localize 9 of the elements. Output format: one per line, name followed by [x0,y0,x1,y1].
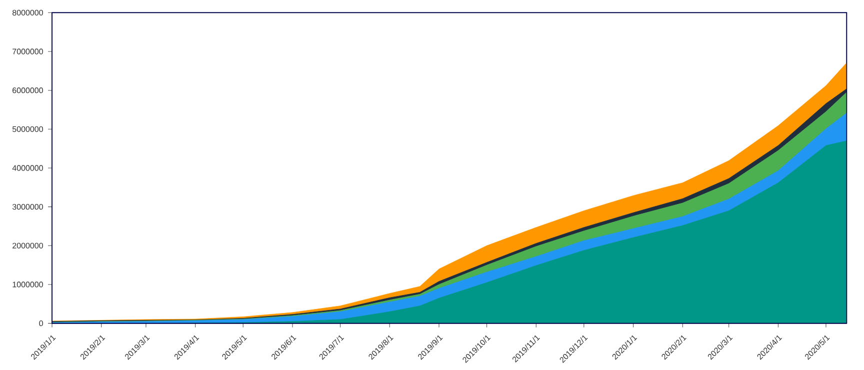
y-tick-label: 4000000 [12,165,43,171]
y-tick-label: 0 [39,320,43,326]
y-tick-label: 1000000 [12,282,43,288]
y-tick-label: 6000000 [12,88,43,94]
y-tick-label: 2000000 [12,242,43,248]
y-tick-label: 7000000 [12,48,43,54]
y-tick-label: 3000000 [12,204,43,210]
y-tick-label: 8000000 [12,10,43,16]
y-tick-label: 5000000 [12,126,43,132]
